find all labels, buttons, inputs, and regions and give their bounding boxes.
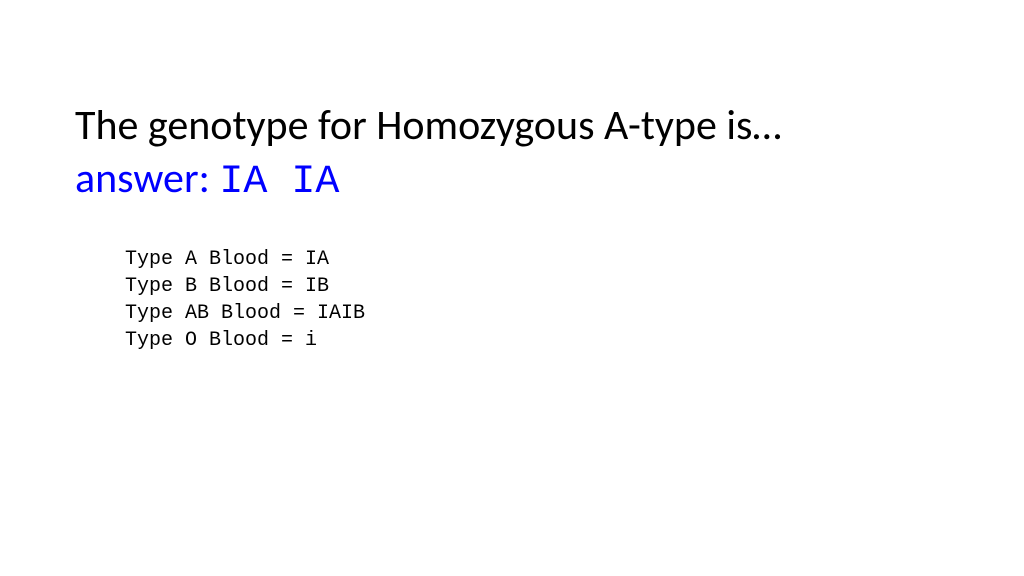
blood-type-list: Type A Blood = IA Type B Blood = IB Type… xyxy=(75,246,949,354)
answer-label: answer: xyxy=(75,153,219,204)
blood-type-line: Type A Blood = IA xyxy=(125,246,949,273)
title-block: The genotype for Homozygous A-type is… a… xyxy=(75,100,949,208)
blood-type-line: Type B Blood = IB xyxy=(125,273,949,300)
answer-value: IA IA xyxy=(219,160,339,205)
question-text: The genotype for Homozygous A-type is… xyxy=(75,100,781,151)
blood-type-line: Type O Blood = i xyxy=(125,327,949,354)
blood-type-line: Type AB Blood = IAIB xyxy=(125,300,949,327)
